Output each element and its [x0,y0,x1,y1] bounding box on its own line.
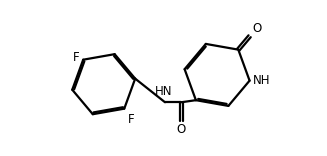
Text: NH: NH [253,74,270,87]
Text: O: O [252,22,261,35]
Text: O: O [177,123,186,136]
Text: F: F [128,113,135,126]
Text: F: F [72,51,79,64]
Text: HN: HN [155,85,173,98]
